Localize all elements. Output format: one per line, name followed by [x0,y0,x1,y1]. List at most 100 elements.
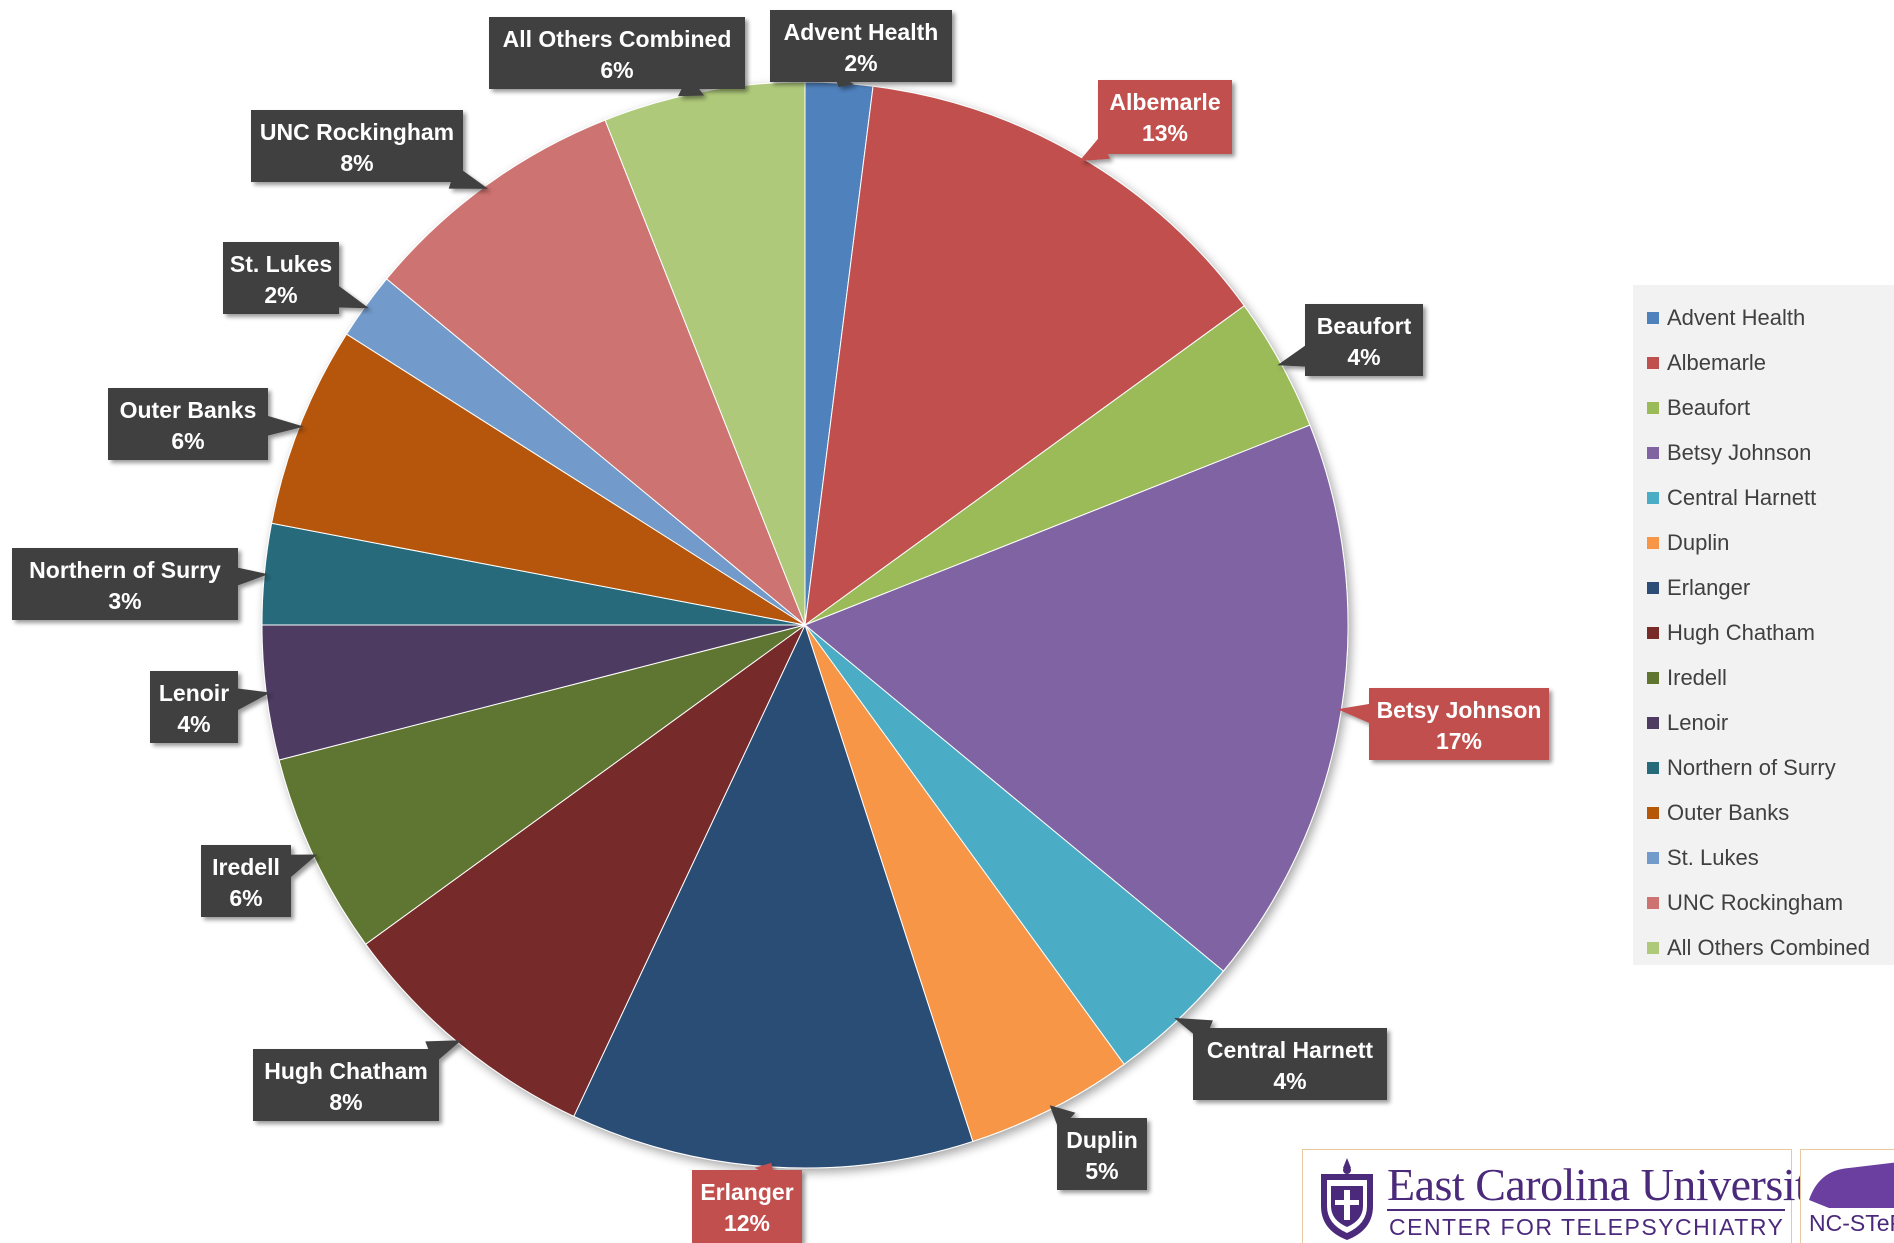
legend-item-outer-banks: Outer Banks [1647,790,1894,835]
callout-pointer [1079,137,1111,162]
callout-outer-banks: Outer Banks 6% [108,388,304,460]
legend-label: All Others Combined [1667,934,1870,960]
legend-label: Hugh Chatham [1667,619,1815,645]
callout-iredell: Iredell 6% [201,845,318,917]
chart-legend: Advent Health Albemarle Beaufort Betsy John… [1633,285,1894,965]
callout-central-harnett: Central Harnett 4% [1174,1017,1387,1100]
callout-label: St. Lukes [230,251,332,277]
legend-label: St. Lukes [1667,844,1759,870]
callout-unc-rockingham: UNC Rockingham 8% [251,110,489,189]
callout-betsy-johnson: Betsy Johnson 17% [1337,688,1549,760]
legend-swatch [1647,761,1659,774]
callout-duplin: Duplin 5% [1049,1105,1147,1190]
callout-label: Betsy Johnson [1377,697,1542,723]
legend-swatch [1647,896,1659,909]
legend-label: Central Harnett [1667,484,1817,510]
legend-swatch [1647,851,1659,864]
legend-label: Iredell [1667,664,1727,690]
pie-callouts: Advent Health 2% Albemarle 13% Beaufort 4% Bet… [12,10,1549,1243]
legend-label: Betsy Johnson [1667,439,1812,465]
ecu-logo-title: East Carolina University. [1387,1159,1838,1210]
nc-step-text: NC-STeP [1809,1210,1894,1236]
callout-pointer [1049,1105,1076,1131]
legend-item-st-lukes: St. Lukes [1647,835,1894,880]
legend-swatch [1647,401,1659,414]
legend-item-hugh-chatham: Hugh Chatham [1647,610,1894,655]
callout-pointer [329,284,369,309]
callout-label: UNC Rockingham [260,119,454,145]
callout-box [692,1170,802,1243]
callout-advent-health: Advent Health 2% [770,10,952,88]
callout-label: Outer Banks [120,397,257,423]
callout-value: 2% [264,282,297,308]
legend-item-northern-of-surry: Northern of Surry [1647,745,1894,790]
legend-item-central-harnett: Central Harnett [1647,475,1894,520]
legend-label: Northern of Surry [1667,754,1836,780]
legend-item-all-others-combined: All Others Combined [1647,925,1894,970]
callout-box [12,548,238,620]
legend-swatch [1647,491,1659,504]
legend-item-betsy-johnson: Betsy Johnson [1647,430,1894,475]
callout-label: Erlanger [700,1179,793,1205]
pie-slice-hugh-chatham [365,624,806,1117]
ecu-logo: East Carolina University. CENTER FOR TEL… [1302,1149,1838,1243]
callout-label: Albemarle [1109,89,1220,115]
nc-map-icon [1809,1162,1894,1208]
callout-beaufort: Beaufort 4% [1277,304,1423,376]
callout-pointer [282,854,318,878]
callout-label: Beaufort [1317,313,1412,339]
callout-pointer [1337,702,1380,727]
callout-box [1305,304,1423,376]
callout-st-lukes: St. Lukes 2% [223,242,369,314]
legend-label: Erlanger [1667,574,1751,600]
legend-swatch [1647,356,1659,369]
ecu-logo-subtitle: CENTER FOR TELEPSYCHIATRY [1389,1214,1785,1240]
callout-northern-of-surry: Northern of Surry 3% [12,548,269,620]
callout-erlanger: Erlanger 12% [692,1162,802,1243]
callout-value: 6% [229,885,262,911]
legend-label: UNC Rockingham [1667,889,1844,915]
callout-lenoir: Lenoir 4% [150,671,271,743]
legend-swatch [1647,716,1659,729]
callout-label: Northern of Surry [29,557,221,583]
legend-swatch [1647,941,1659,954]
callout-value: 8% [340,150,373,176]
legend-swatch [1647,581,1659,594]
callout-label: Central Harnett [1207,1037,1373,1063]
callout-box [150,671,238,743]
callout-value: 17% [1436,728,1482,754]
pie-slice-albemarle [804,85,1245,627]
legend-label: Lenoir [1667,709,1729,735]
callout-label: Hugh Chatham [264,1058,428,1084]
legend-swatch [1647,446,1659,459]
callout-box [253,1049,439,1121]
legend-label: Outer Banks [1667,799,1790,825]
callout-value: 13% [1142,120,1188,146]
callout-value: 4% [1347,344,1380,370]
ecu-seal-icon [1321,1158,1373,1240]
callout-value: 8% [329,1089,362,1115]
legend-item-advent-health: Advent Health [1647,295,1894,340]
legend-swatch [1647,671,1659,684]
callout-value: 4% [1273,1068,1306,1094]
pie-slice-outer-banks [271,333,806,626]
callout-value: 2% [844,50,877,76]
legend-swatch [1647,626,1659,639]
callout-label: Lenoir [159,680,229,706]
ecu-logo-rule [1387,1209,1785,1211]
callout-box [1057,1118,1147,1190]
callout-pointer [231,687,271,712]
callout-label: All Others Combined [503,26,732,52]
callout-value: 3% [108,588,141,614]
callout-box [489,17,745,89]
legend-label: Advent Health [1667,304,1806,330]
callout-box [251,110,463,182]
legend-item-albemarle: Albemarle [1647,340,1894,385]
legend-label: Duplin [1667,529,1730,555]
callout-box [108,388,268,460]
legend-item-beaufort: Beaufort [1647,385,1894,430]
callout-box [223,242,339,314]
pie-slice-unc-rockingham [385,119,806,626]
callout-label: Advent Health [784,19,939,45]
